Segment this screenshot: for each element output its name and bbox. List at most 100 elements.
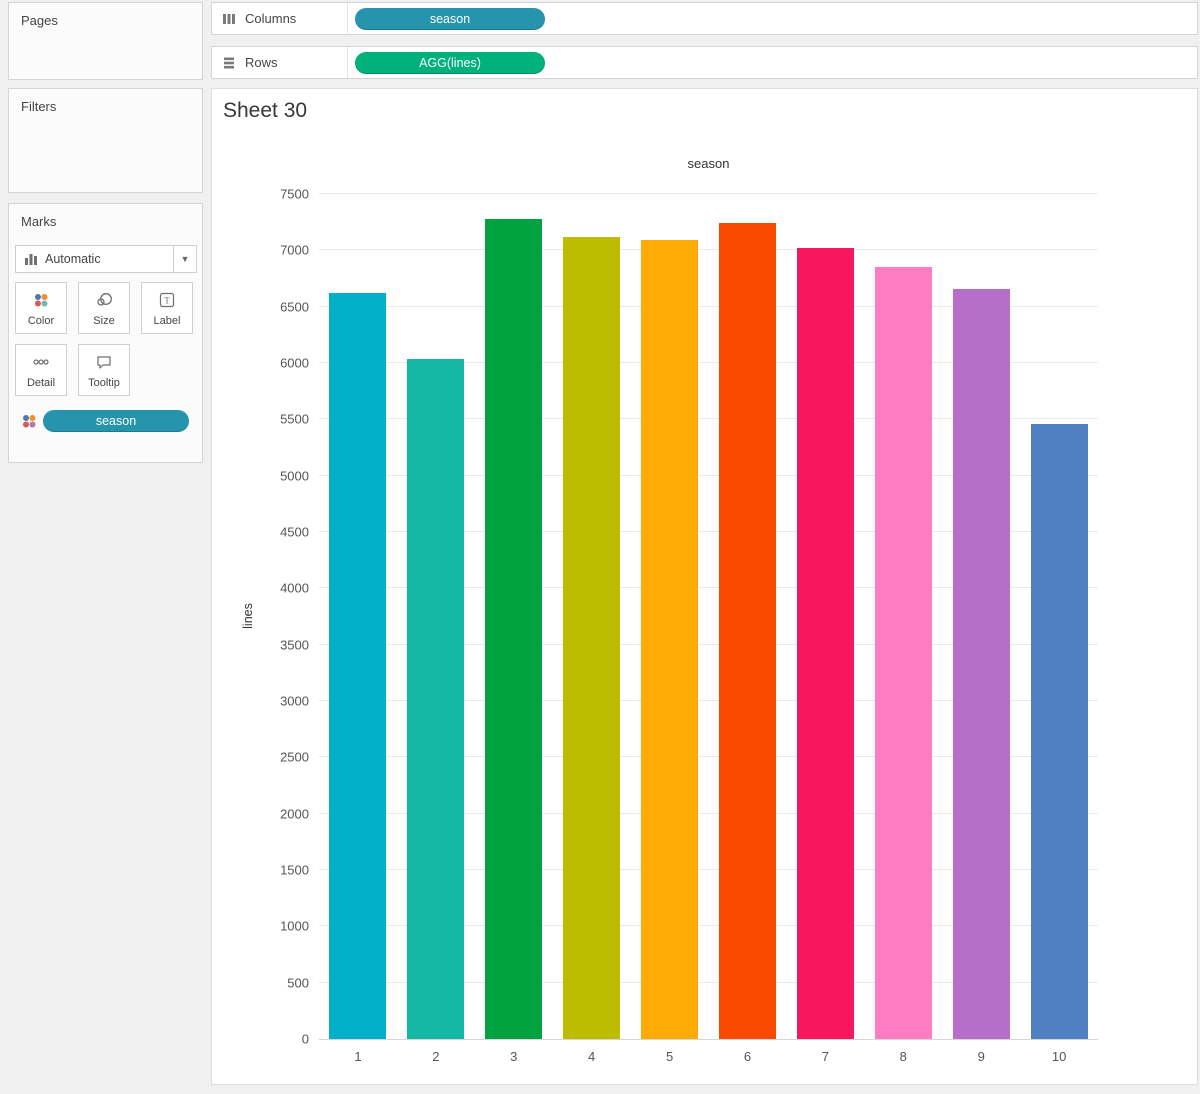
bar-season-3[interactable] — [485, 218, 543, 1039]
y-tick-label: 3000 — [280, 693, 309, 709]
gridline — [319, 700, 1098, 701]
y-tick-label: 0 — [301, 1031, 309, 1047]
size-circles-icon — [95, 292, 113, 308]
bar-column — [397, 194, 475, 1039]
bar-season-7[interactable] — [796, 248, 854, 1039]
rows-shelf[interactable]: Rows AGG(lines) — [211, 46, 1198, 79]
worksheet: Sheet 30 season lines 0 500 1000 1500 2000 25… — [211, 88, 1198, 1085]
y-axis-ticks[interactable]: 0 500 1000 1500 2000 2500 3000 3500 4000 4500 5000… — [247, 187, 309, 1047]
bar-season-8[interactable] — [874, 266, 932, 1039]
gridline — [319, 531, 1098, 532]
gridline — [319, 305, 1098, 307]
bar-column — [864, 194, 942, 1039]
rows-label: Rows — [245, 55, 278, 70]
chevron-down-icon[interactable]: ▼ — [173, 246, 196, 272]
bar-column — [709, 194, 787, 1039]
marks-card: Marks Automatic ▼ Color — [8, 203, 203, 463]
size-button-label: Size — [93, 315, 115, 327]
tooltip-button-label: Tooltip — [88, 377, 120, 389]
detail-button[interactable]: Detail — [15, 344, 67, 396]
y-tick-label: 7500 — [280, 186, 309, 202]
shelf-divider — [347, 47, 348, 78]
bar-column — [553, 194, 631, 1039]
y-tick-label: 5500 — [280, 411, 309, 427]
y-tick-label: 500 — [287, 975, 309, 991]
gridline — [319, 925, 1098, 927]
y-tick-label: 4500 — [280, 524, 309, 540]
columns-shelf[interactable]: Columns season — [211, 2, 1198, 35]
rows-icon — [222, 56, 236, 70]
bar-column — [319, 194, 397, 1039]
columns-label: Columns — [245, 11, 297, 26]
x-tick-label: 5 — [665, 1049, 674, 1064]
x-tick-label: 9 — [977, 1049, 985, 1064]
size-button[interactable]: Size — [78, 282, 130, 334]
detail-dots-icon — [32, 354, 50, 370]
color-button[interactable]: Color — [15, 282, 67, 334]
columns-season-pill[interactable]: season — [355, 7, 545, 30]
filters-shelf[interactable]: Filters — [8, 88, 203, 193]
bar-season-10[interactable] — [1030, 423, 1088, 1039]
shelf-divider — [347, 3, 348, 34]
y-tick-label: 1000 — [280, 918, 309, 934]
gridline — [319, 418, 1098, 420]
rows-agg-lines-pill[interactable]: AGG(lines) — [355, 51, 545, 74]
bar-column — [1020, 194, 1098, 1039]
chart-column-header: season — [687, 156, 730, 171]
y-tick-label: 7000 — [280, 242, 309, 258]
text-label-icon: T — [159, 292, 175, 308]
color-button-label: Color — [27, 315, 55, 327]
x-tick-label: 1 — [354, 1049, 362, 1064]
x-axis-ticks[interactable]: 1 2 3 4 5 6 7 8 9 10 — [319, 1049, 1098, 1064]
mark-type-value: Automatic — [45, 252, 101, 266]
y-tick-label: 1500 — [280, 862, 309, 878]
bar-season-4[interactable] — [563, 236, 621, 1039]
x-tick-label: 7 — [821, 1049, 829, 1064]
svg-text:T: T — [164, 296, 170, 306]
y-tick-label: 6000 — [280, 355, 309, 371]
label-button-label: Label — [153, 315, 181, 327]
columns-icon — [222, 12, 236, 26]
bar-column — [631, 194, 709, 1039]
color-dots-icon — [33, 292, 49, 308]
x-tick-label: 6 — [743, 1049, 752, 1064]
gridline — [319, 869, 1098, 870]
bar-column — [475, 194, 553, 1039]
gridline — [319, 362, 1098, 363]
bar-column — [942, 194, 1020, 1039]
bar-season-1[interactable] — [329, 293, 387, 1039]
bar-season-9[interactable] — [952, 288, 1010, 1039]
pages-label: Pages — [21, 13, 58, 28]
label-button[interactable]: T Label — [141, 282, 193, 334]
tooltip-button[interactable]: Tooltip — [78, 344, 130, 396]
sheet-title: Sheet 30 — [223, 99, 308, 122]
marks-season-pill[interactable]: season — [43, 410, 189, 432]
detail-button-label: Detail — [26, 377, 56, 389]
x-tick-label: 8 — [899, 1049, 907, 1064]
color-encoding-icon — [21, 413, 37, 429]
bar-column — [786, 194, 864, 1039]
x-tick-label: 2 — [432, 1049, 440, 1064]
y-tick-label: 4000 — [280, 580, 309, 596]
speech-bubble-icon — [96, 354, 112, 370]
gridline — [319, 249, 1098, 251]
bars-container — [319, 194, 1098, 1039]
gridline — [319, 474, 1098, 476]
gridline — [319, 193, 1098, 194]
marks-pill-row: season — [21, 410, 189, 432]
bar-chart-icon — [24, 252, 38, 266]
y-tick-label: 6500 — [280, 299, 309, 315]
bar-season-6[interactable] — [718, 223, 776, 1039]
x-tick-label: 4 — [588, 1049, 596, 1064]
y-tick-label: 3500 — [280, 637, 309, 653]
x-tick-label: 10 — [1051, 1049, 1067, 1064]
bar-season-5[interactable] — [641, 240, 699, 1039]
gridline — [319, 587, 1098, 589]
bar-season-2[interactable] — [407, 358, 465, 1039]
mark-type-dropdown[interactable]: Automatic ▼ — [15, 245, 197, 273]
gridline — [319, 981, 1098, 983]
filters-label: Filters — [21, 99, 57, 114]
y-tick-label: 2500 — [280, 749, 309, 765]
pages-shelf[interactable]: Pages — [8, 2, 203, 80]
